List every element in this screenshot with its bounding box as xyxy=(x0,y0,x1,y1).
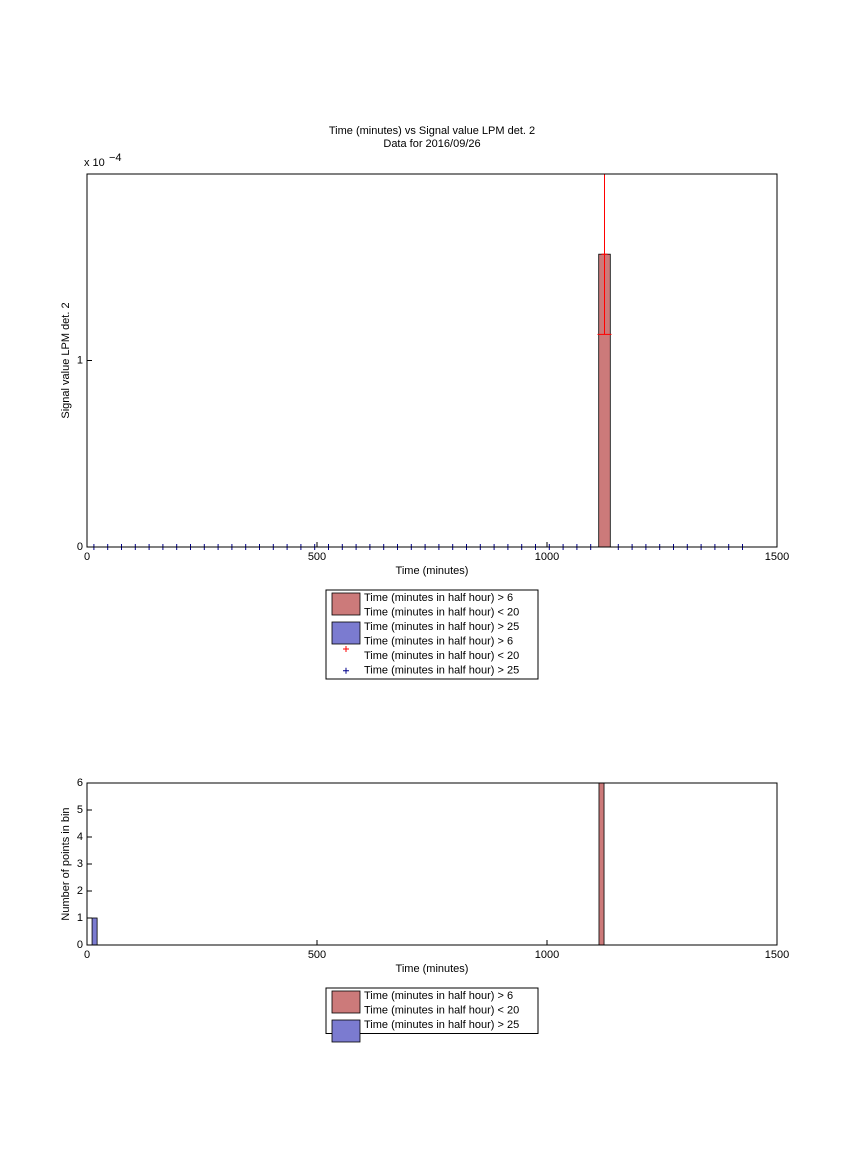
x-axis-label: Time (minutes) xyxy=(396,565,469,577)
histogram-bar xyxy=(598,782,605,946)
y-tick-label: 3 xyxy=(77,858,83,870)
y-tick-label: 0 xyxy=(77,541,83,553)
x-tick-label: 1000 xyxy=(535,551,559,563)
x-tick-label: 500 xyxy=(308,949,326,961)
y-tick-label: 0 xyxy=(77,939,83,951)
legend-label: Time (minutes in half hour) > 6 xyxy=(364,592,513,604)
y-tick-label: 1 xyxy=(77,354,83,366)
legend-swatch xyxy=(331,1019,361,1043)
legend-label: Time (minutes in half hour) < 20 xyxy=(364,650,519,662)
legend-label: Time (minutes in half hour) < 20 xyxy=(364,1005,519,1017)
axes-box xyxy=(86,782,778,946)
y-tick-label: 5 xyxy=(77,804,83,816)
legend-box xyxy=(325,987,539,1034)
y-tick-label: 2 xyxy=(77,885,83,897)
axis-multiplier-exponent: −4 xyxy=(109,152,122,164)
legend-swatch xyxy=(331,990,361,1014)
legend-swatch xyxy=(331,621,361,645)
legend-marker xyxy=(343,646,349,652)
x-tick-label: 500 xyxy=(308,551,326,563)
axes-box xyxy=(86,173,778,548)
histogram-bar xyxy=(91,917,98,946)
y-axis-label: Number of points in bin xyxy=(60,807,72,920)
legend-swatch xyxy=(331,592,361,616)
legend-label: Time (minutes in half hour) < 20 xyxy=(364,607,519,619)
y-tick-label: 1 xyxy=(77,912,83,924)
legend-label: Time (minutes in half hour) > 6 xyxy=(364,636,513,648)
x-tick-label: 0 xyxy=(84,551,90,563)
legend-label: Time (minutes in half hour) > 6 xyxy=(364,990,513,1002)
legend-label: Time (minutes in half hour) > 25 xyxy=(364,665,519,677)
x-tick-label: 1500 xyxy=(765,551,789,563)
legend-marker xyxy=(343,667,349,674)
x-tick-label: 0 xyxy=(84,949,90,961)
x-tick-label: 1000 xyxy=(535,949,559,961)
axis-multiplier: x 10 xyxy=(84,157,105,169)
legend-label: Time (minutes in half hour) > 25 xyxy=(364,1019,519,1031)
x-tick-label: 1500 xyxy=(765,949,789,961)
legend-box xyxy=(325,589,539,680)
plus-marker xyxy=(601,251,608,258)
chart-title: Data for 2016/09/26 xyxy=(383,138,480,150)
y-axis-label: Signal value LPM det. 2 xyxy=(60,302,72,418)
chart-title: Time (minutes) vs Signal value LPM det. … xyxy=(329,125,535,137)
legend-label: Time (minutes in half hour) > 25 xyxy=(364,621,519,633)
y-tick-label: 4 xyxy=(77,831,83,843)
y-tick-label: 6 xyxy=(77,777,83,789)
x-axis-label: Time (minutes) xyxy=(396,963,469,975)
